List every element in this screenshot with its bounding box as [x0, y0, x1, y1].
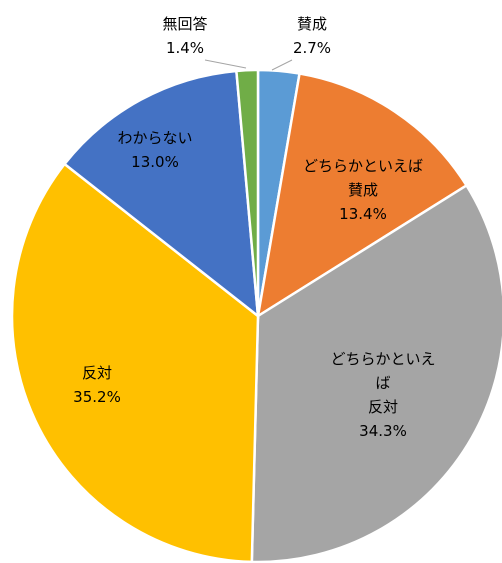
category-label: わからない [117, 129, 193, 147]
slice-label: 反対 35.2% [73, 361, 121, 409]
category-label: 無回答 [162, 15, 208, 33]
slice-label: どちらかといえば 賛成 13.4% [303, 154, 423, 226]
category-label: どちらかといえば 賛成 [302, 157, 424, 199]
pie-slice [235, 68, 260, 317]
category-label: 賛成 [296, 15, 328, 33]
category-label: どちらかといえば 反対 [330, 350, 436, 416]
pie-slice [62, 69, 260, 319]
slice-label: 賛成 2.7% [293, 12, 331, 60]
value-label: 34.3% [359, 422, 407, 440]
leader-line [271, 59, 293, 71]
pie-slice [250, 183, 502, 563]
slice-label: どちらかといえば 反対 34.3% [324, 347, 443, 443]
pie-slice [10, 162, 260, 563]
category-label: 反対 [81, 364, 112, 382]
value-label: 13.4% [339, 205, 387, 223]
value-label: 35.2% [73, 388, 121, 406]
slice-label: 無回答 1.4% [162, 12, 207, 60]
pie-slice [256, 72, 469, 319]
value-label: 2.7% [292, 39, 332, 57]
slice-label: わからない 13.0% [117, 126, 192, 174]
value-label: 13.0% [131, 153, 179, 171]
leader-line [204, 59, 247, 69]
value-label: 1.4% [165, 39, 205, 57]
